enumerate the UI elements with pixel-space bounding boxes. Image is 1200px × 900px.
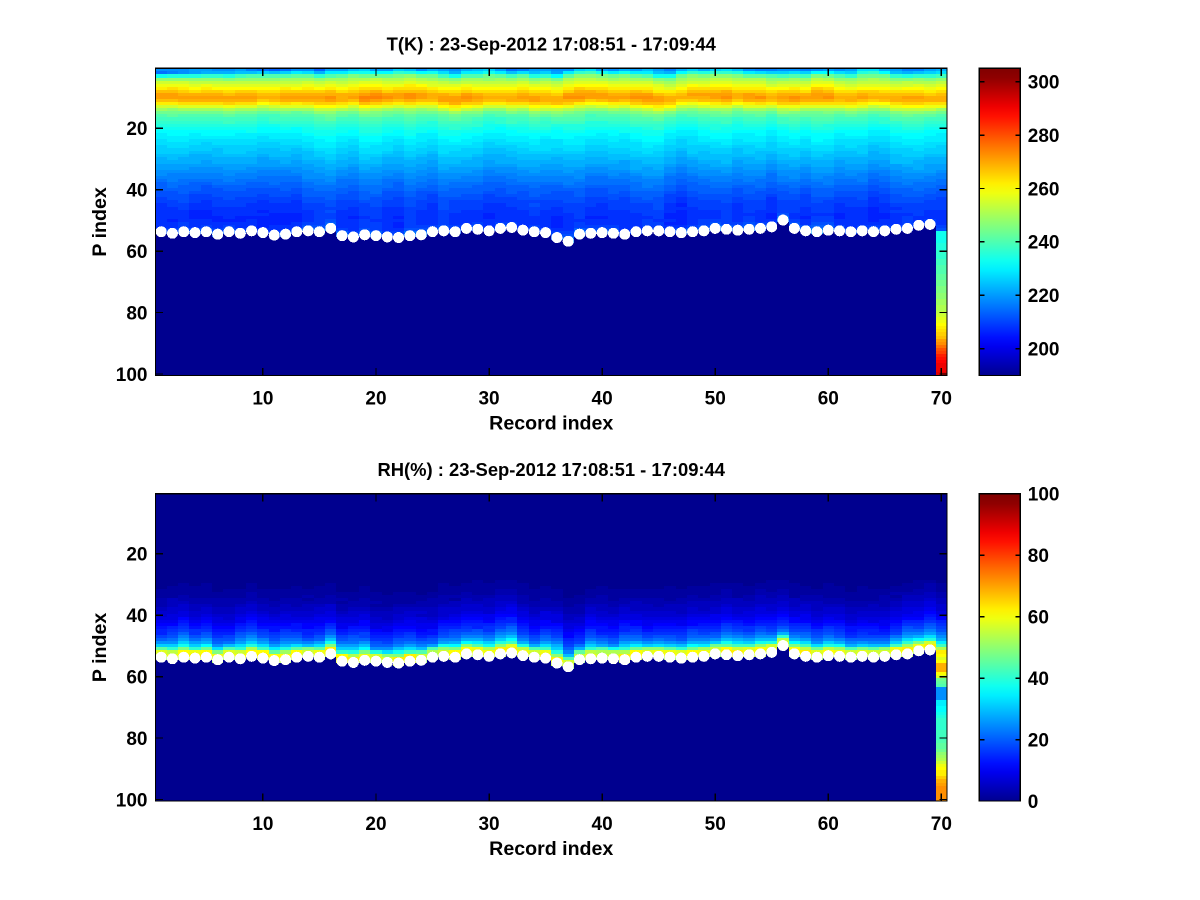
svg-text:30: 30 [478, 814, 499, 835]
svg-text:P index: P index [89, 187, 111, 256]
svg-text:280: 280 [1028, 126, 1060, 147]
svg-text:50: 50 [705, 814, 726, 835]
svg-text:70: 70 [931, 814, 952, 835]
svg-text:60: 60 [126, 667, 147, 688]
svg-text:P index: P index [89, 613, 111, 682]
svg-text:40: 40 [126, 606, 147, 627]
svg-text:40: 40 [592, 388, 613, 409]
svg-text:220: 220 [1028, 286, 1060, 307]
svg-text:100: 100 [1028, 485, 1060, 506]
svg-text:10: 10 [252, 814, 273, 835]
svg-text:20: 20 [365, 814, 386, 835]
svg-text:30: 30 [478, 388, 499, 409]
svg-text:0: 0 [1028, 792, 1039, 813]
svg-text:20: 20 [126, 119, 147, 140]
svg-text:Record index: Record index [489, 413, 613, 435]
svg-text:300: 300 [1028, 72, 1060, 93]
svg-text:100: 100 [116, 790, 148, 811]
svg-text:20: 20 [126, 545, 147, 566]
svg-text:60: 60 [818, 814, 839, 835]
svg-text:RH(%) : 23-Sep-2012 17:08:51 -: RH(%) : 23-Sep-2012 17:08:51 - 17:09:44 [377, 459, 725, 480]
svg-text:40: 40 [592, 814, 613, 835]
svg-text:60: 60 [818, 388, 839, 409]
svg-text:260: 260 [1028, 179, 1060, 200]
svg-text:10: 10 [252, 388, 273, 409]
svg-text:50: 50 [705, 388, 726, 409]
svg-text:100: 100 [116, 365, 148, 386]
svg-text:40: 40 [126, 180, 147, 201]
svg-text:Record index: Record index [489, 838, 613, 860]
svg-text:80: 80 [126, 303, 147, 324]
svg-text:60: 60 [1028, 607, 1049, 628]
svg-text:20: 20 [1028, 730, 1049, 751]
svg-text:70: 70 [931, 388, 952, 409]
svg-text:80: 80 [1028, 546, 1049, 567]
svg-text:80: 80 [126, 729, 147, 750]
svg-text:60: 60 [126, 242, 147, 263]
svg-text:40: 40 [1028, 669, 1049, 690]
svg-text:20: 20 [365, 388, 386, 409]
svg-text:T(K) : 23-Sep-2012 17:08:51 -: T(K) : 23-Sep-2012 17:08:51 - 17:09:44 [387, 34, 717, 55]
svg-text:240: 240 [1028, 233, 1060, 254]
svg-text:200: 200 [1028, 340, 1060, 361]
